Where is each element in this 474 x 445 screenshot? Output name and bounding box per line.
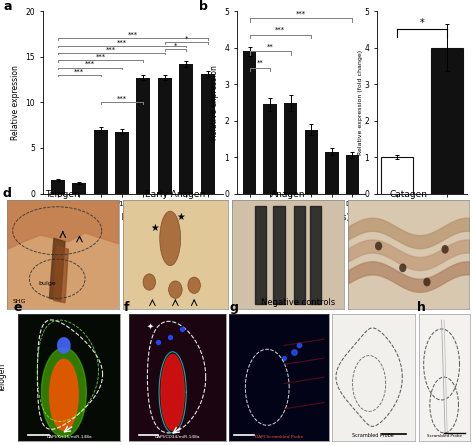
Polygon shape <box>161 354 184 430</box>
Bar <box>179 64 193 194</box>
Text: b: b <box>199 0 208 13</box>
Polygon shape <box>58 338 70 353</box>
Text: ***: *** <box>296 11 306 16</box>
Ellipse shape <box>441 245 449 254</box>
Polygon shape <box>54 246 68 303</box>
Ellipse shape <box>399 263 406 272</box>
FancyBboxPatch shape <box>312 167 474 342</box>
Text: ***: *** <box>275 27 285 33</box>
Text: d: d <box>2 187 11 200</box>
FancyBboxPatch shape <box>403 275 474 445</box>
Bar <box>305 130 318 194</box>
Ellipse shape <box>375 242 382 251</box>
Bar <box>51 180 65 194</box>
Ellipse shape <box>169 281 182 298</box>
FancyBboxPatch shape <box>200 275 359 445</box>
Text: e: e <box>13 301 22 314</box>
FancyBboxPatch shape <box>307 275 439 445</box>
Polygon shape <box>293 206 305 304</box>
Text: ✦: ✦ <box>146 322 154 331</box>
Text: ***: *** <box>128 32 138 38</box>
Text: *: * <box>184 36 188 42</box>
Bar <box>72 182 86 194</box>
Text: Telogen: Telogen <box>0 363 7 392</box>
Polygon shape <box>310 206 321 304</box>
Text: ***: *** <box>96 54 106 60</box>
Text: ***: *** <box>74 69 84 74</box>
Text: **: ** <box>256 60 263 66</box>
Text: DAPI Scrambled Probe: DAPI Scrambled Probe <box>255 435 303 439</box>
Y-axis label: Relative expression (fold change): Relative expression (fold change) <box>358 50 363 155</box>
Text: Scrambled Probe: Scrambled Probe <box>427 434 462 438</box>
FancyBboxPatch shape <box>199 167 377 342</box>
Bar <box>243 51 256 194</box>
Text: g: g <box>229 301 238 314</box>
Bar <box>381 157 413 194</box>
Bar <box>201 74 215 194</box>
Text: ★: ★ <box>176 212 185 222</box>
Polygon shape <box>255 206 265 304</box>
Bar <box>158 78 172 194</box>
Text: ***: *** <box>85 61 95 67</box>
Polygon shape <box>49 239 65 300</box>
Text: SHG: SHG <box>13 299 26 304</box>
Text: *: * <box>419 17 424 28</box>
X-axis label: Post natal hair cycle (days): Post natal hair cycle (days) <box>81 213 185 222</box>
Polygon shape <box>7 200 118 249</box>
Text: DAPI/Krt15/miR-148a: DAPI/Krt15/miR-148a <box>46 435 92 439</box>
Title: Anagen: Anagen <box>271 190 305 199</box>
Title: Catagen: Catagen <box>390 190 428 199</box>
Title: Telogen: Telogen <box>46 190 80 199</box>
Bar <box>284 103 297 194</box>
FancyBboxPatch shape <box>0 167 152 342</box>
Bar <box>346 155 359 194</box>
Text: Scrambled Probe: Scrambled Probe <box>352 433 394 438</box>
Text: bulge: bulge <box>38 281 56 286</box>
Text: ***: *** <box>117 96 127 102</box>
Bar <box>430 48 463 194</box>
FancyBboxPatch shape <box>92 167 259 342</box>
Ellipse shape <box>423 278 430 287</box>
Polygon shape <box>273 206 284 304</box>
Text: *: * <box>174 43 177 49</box>
Text: a: a <box>3 0 11 13</box>
Bar <box>115 132 129 194</box>
Title: Early Anagen: Early Anagen <box>145 190 206 199</box>
Text: ★: ★ <box>150 223 159 233</box>
Polygon shape <box>50 360 78 430</box>
Text: ***: *** <box>106 47 117 53</box>
Text: ***: *** <box>117 39 127 45</box>
Text: **: ** <box>267 44 273 49</box>
Bar <box>264 104 277 194</box>
Y-axis label: Relative expression: Relative expression <box>210 65 219 140</box>
Bar <box>94 130 108 194</box>
Bar <box>137 78 150 194</box>
Y-axis label: Relative expression: Relative expression <box>11 65 20 140</box>
FancyBboxPatch shape <box>100 275 255 445</box>
Text: f: f <box>124 301 130 314</box>
Ellipse shape <box>143 274 155 290</box>
Polygon shape <box>41 348 86 437</box>
Bar <box>325 152 338 194</box>
X-axis label: Induced hair cycle (days): Induced hair cycle (days) <box>253 213 349 222</box>
Ellipse shape <box>188 277 201 293</box>
Text: h: h <box>417 301 426 314</box>
Text: DAPI/CD34/miR-148a: DAPI/CD34/miR-148a <box>155 435 200 439</box>
Text: Negative controls: Negative controls <box>262 298 336 307</box>
Ellipse shape <box>160 211 181 266</box>
